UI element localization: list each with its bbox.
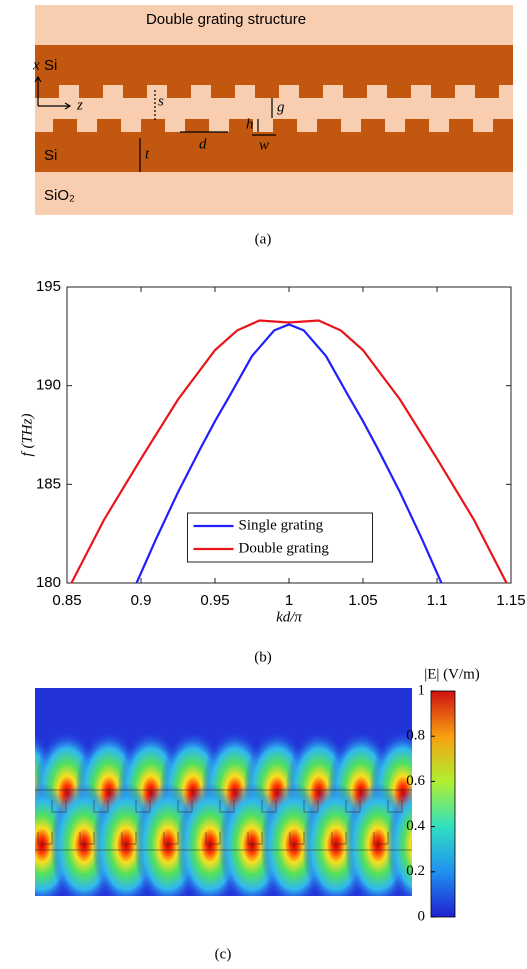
colorbar-tick-label: 0.2: [406, 863, 425, 879]
grating-tooth: [343, 85, 367, 98]
grating-tooth: [361, 119, 385, 132]
grating-tooth: [431, 85, 455, 98]
x-tick-label: 1.05: [348, 592, 377, 609]
colorbar-tick-label: 0.4: [406, 818, 425, 834]
grating-tooth: [475, 85, 499, 98]
field-lobe: [0, 783, 34, 907]
si-top-layer: [35, 45, 513, 85]
colorbar-tick-label: 0.6: [406, 773, 425, 789]
label: h: [246, 116, 254, 132]
grating-tooth: [317, 119, 341, 132]
y-tick-label: 190: [36, 377, 61, 394]
grating-tooth: [141, 119, 165, 132]
field-lobe: [386, 784, 412, 896]
colorbar-tick-label: 0.8: [406, 728, 425, 744]
grating-tooth: [79, 85, 103, 98]
legend-label: Single grating: [239, 517, 324, 533]
label: t: [145, 146, 150, 162]
label: Si: [44, 147, 57, 164]
x-tick-label: 1: [285, 592, 293, 609]
x-tick-label: 0.85: [52, 592, 81, 609]
caption: (c): [215, 946, 232, 962]
label: SiO₂: [44, 187, 75, 204]
colorbar: [430, 690, 456, 918]
y-axis-label: f (THz): [19, 414, 35, 457]
label: x: [32, 57, 40, 73]
legend-label: Double grating: [239, 540, 330, 556]
label: Si: [44, 57, 57, 74]
grating-tooth: [405, 119, 429, 132]
grating-tooth: [273, 119, 297, 132]
x-tick-label: 0.9: [131, 592, 152, 609]
y-tick-label: 195: [36, 278, 61, 295]
label: z: [76, 97, 83, 113]
background-layer: [35, 5, 513, 215]
caption: (b): [254, 649, 272, 665]
grating-tooth: [255, 85, 279, 98]
grating-tooth: [185, 119, 209, 132]
grating-tooth: [493, 119, 513, 132]
x-tick-label: 1.15: [496, 592, 525, 609]
grating-tooth: [35, 85, 59, 98]
colorbar-tick-label: 1: [418, 682, 426, 698]
axes-arrows: [34, 75, 276, 172]
grating-tooth: [97, 119, 121, 132]
grating-tooth: [299, 85, 323, 98]
y-tick-label: 180: [36, 574, 61, 591]
label: w: [259, 137, 269, 153]
grating-tooth: [449, 119, 473, 132]
label: g: [277, 99, 285, 115]
colorbar-tick-label: 0: [418, 908, 426, 924]
label: d: [199, 136, 207, 152]
x-tick-label: 0.95: [200, 592, 229, 609]
x-tick-label: 1.1: [427, 592, 448, 609]
grating-tooth: [229, 119, 253, 132]
grating-tooth: [123, 85, 147, 98]
structure-diagram: [35, 5, 513, 215]
diagram-title: Double grating structure: [146, 11, 306, 28]
grating-tooth: [387, 85, 411, 98]
x-axis-label: kd/π: [276, 609, 302, 625]
caption: (a): [255, 231, 272, 247]
grating-tooth: [167, 85, 191, 98]
grating-tooth: [53, 119, 77, 132]
si-bottom-layer: [35, 132, 513, 172]
line-series: [135, 323, 443, 584]
colorbar-title: |E| (V/m): [424, 666, 480, 682]
grating-tooth: [211, 85, 235, 98]
grating-outline: [35, 789, 412, 851]
label: s: [158, 93, 164, 109]
y-tick-label: 185: [36, 475, 61, 492]
field-map-spots: [0, 731, 412, 907]
legend: [187, 512, 373, 563]
line-series: [70, 319, 508, 584]
